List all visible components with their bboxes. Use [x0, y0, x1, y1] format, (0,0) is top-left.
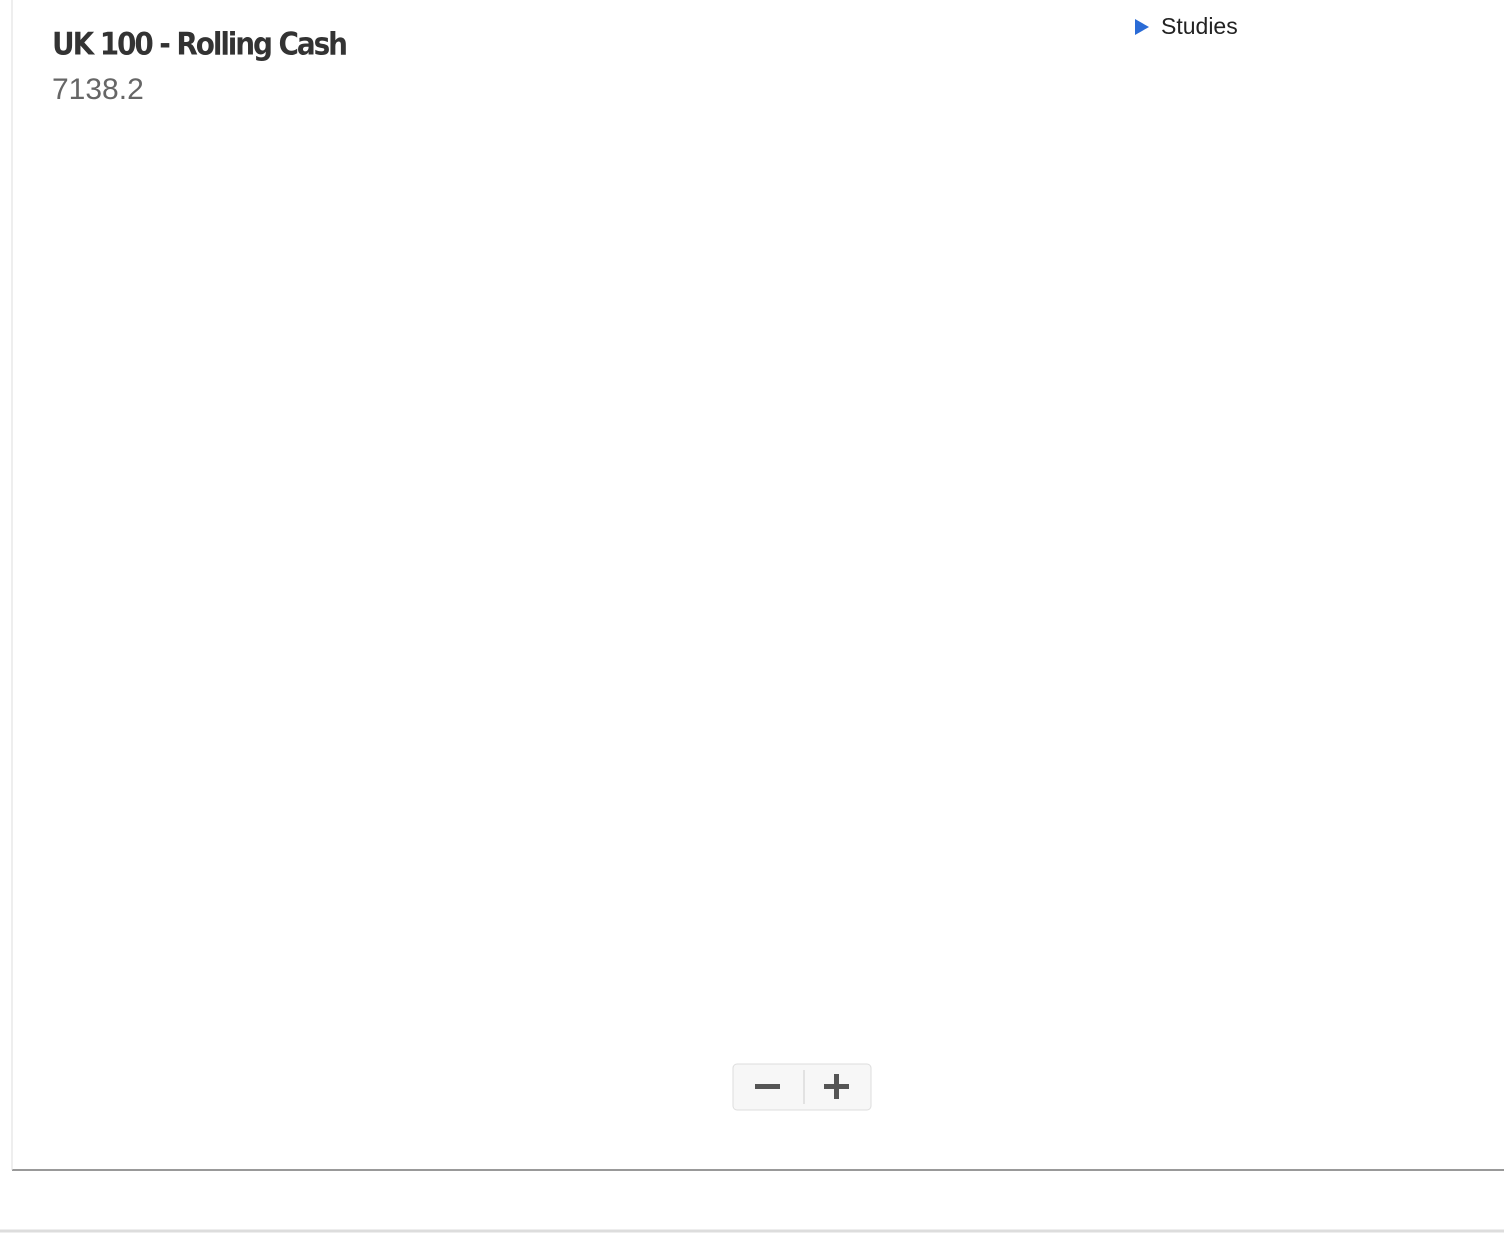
zoom-out[interactable]	[755, 1084, 780, 1089]
chart-title: UK 100 - Rolling Cash	[52, 27, 348, 63]
current-price: 7138.2	[52, 73, 144, 106]
title-box	[40, 16, 360, 111]
zoom-controls	[732, 1063, 872, 1111]
zoom-panel	[732, 1063, 872, 1111]
studies-button[interactable]: Studies	[1161, 13, 1238, 39]
studies-arrow[interactable]	[1135, 19, 1149, 35]
zoom-in-bar[interactable]	[834, 1074, 839, 1099]
